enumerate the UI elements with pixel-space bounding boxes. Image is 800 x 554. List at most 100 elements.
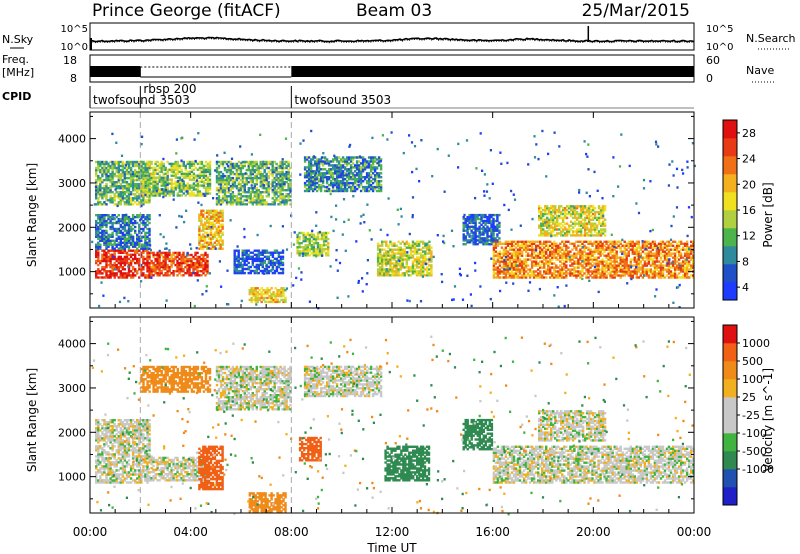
range-gate-cell bbox=[154, 166, 157, 170]
range-gate-cell bbox=[121, 221, 125, 225]
range-gate-cell bbox=[97, 214, 100, 217]
range-gate-cell bbox=[217, 195, 221, 198]
range-gate-cell bbox=[233, 271, 236, 275]
range-gate-cell bbox=[172, 186, 175, 189]
range-gate-cell bbox=[178, 253, 181, 257]
range-gate-cell bbox=[184, 255, 187, 259]
range-gate-cell bbox=[103, 166, 106, 170]
range-gate-cell bbox=[267, 181, 270, 184]
range-gate-cell bbox=[472, 235, 475, 238]
range-gate-cell bbox=[158, 166, 161, 170]
range-gate-cell bbox=[105, 166, 108, 170]
range-gate-cell bbox=[399, 248, 402, 251]
range-gate-cell bbox=[257, 259, 260, 263]
range-gate-cell bbox=[339, 172, 343, 175]
range-gate-cell bbox=[345, 176, 349, 179]
range-gate-cell bbox=[275, 166, 278, 170]
range-gate-cell bbox=[407, 256, 411, 259]
range-gate-cell bbox=[117, 227, 120, 231]
range-gate-cell bbox=[335, 178, 339, 181]
range-gate-cell bbox=[235, 201, 239, 204]
range-gate-cell bbox=[426, 246, 429, 249]
range-gate-cell bbox=[207, 211, 211, 214]
range-gate-cell bbox=[518, 252, 522, 255]
range-gate-cell bbox=[518, 246, 522, 249]
range-gate-cell bbox=[206, 272, 209, 275]
range-gate-cell bbox=[589, 262, 592, 265]
range-gate-cell bbox=[551, 254, 554, 257]
range-gate-cell bbox=[371, 189, 375, 193]
range-gate-cell bbox=[316, 235, 320, 239]
range-gate-cell bbox=[478, 241, 481, 244]
range-gate-cell bbox=[500, 246, 504, 249]
range-gate-cell bbox=[276, 289, 279, 292]
range-gate-cell bbox=[413, 244, 417, 247]
range-gate-cell bbox=[208, 182, 212, 185]
range-gate-cell bbox=[480, 233, 483, 236]
range-gate-cell bbox=[417, 240, 421, 243]
range-gate-cell bbox=[136, 272, 139, 275]
range-gate-cell bbox=[577, 266, 580, 269]
range-gate-cell bbox=[172, 188, 175, 191]
range-gate-cell bbox=[184, 257, 187, 261]
range-gate-cell bbox=[200, 263, 203, 267]
range-gate-cell bbox=[131, 181, 135, 184]
range-gate-cell bbox=[121, 227, 125, 231]
range-gate-cell bbox=[243, 203, 246, 206]
range-gate-cell bbox=[492, 231, 495, 234]
range-gate-cell bbox=[268, 296, 271, 300]
range-gate-cell bbox=[504, 240, 508, 243]
range-gate-cell bbox=[180, 190, 183, 193]
range-gate-cell bbox=[611, 242, 614, 245]
range-gate-cell bbox=[148, 166, 151, 170]
range-gate-cell bbox=[182, 160, 185, 164]
range-gate-cell bbox=[397, 256, 400, 259]
range-gate-cell bbox=[393, 258, 396, 261]
range-gate-cell bbox=[125, 215, 129, 219]
range-gate-cell bbox=[575, 240, 578, 243]
range-gate-cell bbox=[95, 172, 98, 176]
range-gate-cell bbox=[253, 162, 256, 166]
range-gate-cell bbox=[162, 274, 165, 277]
range-gate-cell bbox=[164, 192, 167, 195]
range-gate-cell bbox=[492, 217, 495, 221]
range-gate-cell bbox=[269, 172, 272, 176]
range-gate-cell bbox=[367, 160, 371, 163]
range-gate-cell bbox=[281, 168, 284, 172]
range-gate-cell bbox=[254, 298, 257, 302]
range-gate-cell bbox=[180, 265, 183, 269]
range-gate-cell bbox=[140, 189, 143, 192]
range-gate-cell bbox=[265, 181, 268, 184]
range-gate-cell bbox=[311, 183, 315, 187]
range-gate-cell bbox=[512, 266, 516, 269]
range-gate-cell bbox=[237, 259, 240, 263]
range-gate-cell bbox=[127, 249, 131, 252]
range-gate-cell bbox=[95, 174, 98, 178]
range-gate-cell bbox=[537, 262, 540, 265]
range-gate-cell bbox=[129, 253, 133, 256]
range-gate-cell bbox=[103, 164, 106, 168]
range-gate-cell bbox=[369, 156, 373, 159]
range-gate-cell bbox=[571, 268, 574, 271]
range-gate-cell bbox=[136, 197, 139, 200]
range-gate-cell bbox=[200, 253, 203, 257]
range-gate-cell bbox=[524, 276, 528, 279]
range-gate-cell bbox=[186, 257, 189, 261]
range-gate-cell bbox=[278, 291, 281, 294]
range-gate-cell bbox=[349, 168, 353, 171]
range-gate-cell bbox=[131, 164, 135, 168]
range-gate-cell bbox=[335, 187, 339, 191]
range-gate-cell bbox=[206, 235, 209, 238]
range-gate-cell bbox=[109, 215, 112, 219]
range-gate-cell bbox=[613, 272, 616, 275]
range-gate-cell bbox=[192, 270, 195, 273]
range-gate-cell bbox=[134, 170, 137, 174]
range-gate-cell bbox=[198, 190, 202, 193]
range-gate-cell bbox=[351, 189, 355, 193]
range-gate-cell bbox=[383, 258, 386, 261]
range-gate-cell bbox=[269, 261, 273, 265]
range-gate-cell bbox=[405, 242, 408, 245]
range-gate-cell bbox=[577, 264, 580, 267]
range-gate-cell bbox=[217, 199, 221, 202]
range-gate-cell bbox=[142, 199, 145, 202]
